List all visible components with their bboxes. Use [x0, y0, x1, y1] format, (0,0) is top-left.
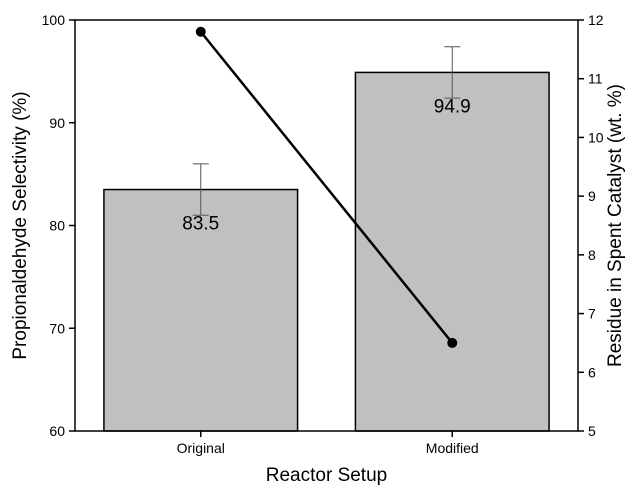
- right-tick-label-12: 12: [588, 12, 604, 28]
- right-tick-label-5: 5: [588, 423, 596, 439]
- left-tick-label-60: 60: [49, 423, 65, 439]
- left-y-axis-title: Propionaldehyde Selectivity (%): [10, 91, 31, 359]
- residue-point-modified: [447, 337, 458, 348]
- left-y-axis: 60 70 80 90 100: [42, 12, 75, 439]
- left-tick-label-90: 90: [49, 115, 65, 131]
- x-tick-label-modified: Modified: [426, 440, 479, 456]
- line-series-layer: [195, 26, 458, 348]
- error-bars-layer: [192, 46, 461, 216]
- residue-point-original: [195, 26, 206, 37]
- left-tick-label-100: 100: [42, 12, 66, 28]
- right-tick-label-8: 8: [588, 247, 596, 263]
- bars-layer: [103, 71, 550, 432]
- left-tick-label-80: 80: [49, 218, 65, 234]
- bar-value-labels-layer: 83.5 94.9: [182, 96, 470, 234]
- bar-value-label-original: 83.5: [182, 214, 219, 235]
- right-y-axis: 5 6 7 8 9 10 11 12: [578, 12, 604, 439]
- right-tick-label-9: 9: [588, 188, 596, 204]
- left-tick-label-70: 70: [49, 320, 65, 336]
- right-tick-label-10: 10: [588, 129, 604, 145]
- right-tick-label-11: 11: [588, 71, 603, 87]
- bar-modified: [354, 71, 550, 432]
- x-axis-title: Reactor Setup: [266, 465, 387, 486]
- x-axis: Original Modified: [177, 431, 479, 456]
- bar-original: [103, 188, 299, 432]
- right-tick-label-7: 7: [588, 306, 596, 322]
- x-tick-label-original: Original: [177, 440, 225, 456]
- right-tick-label-6: 6: [588, 364, 596, 380]
- right-y-axis-title: Residue in Spent Catalyst (wt. %): [605, 84, 626, 367]
- bar-value-label-modified: 94.9: [434, 96, 471, 117]
- residue-line: [199, 30, 454, 344]
